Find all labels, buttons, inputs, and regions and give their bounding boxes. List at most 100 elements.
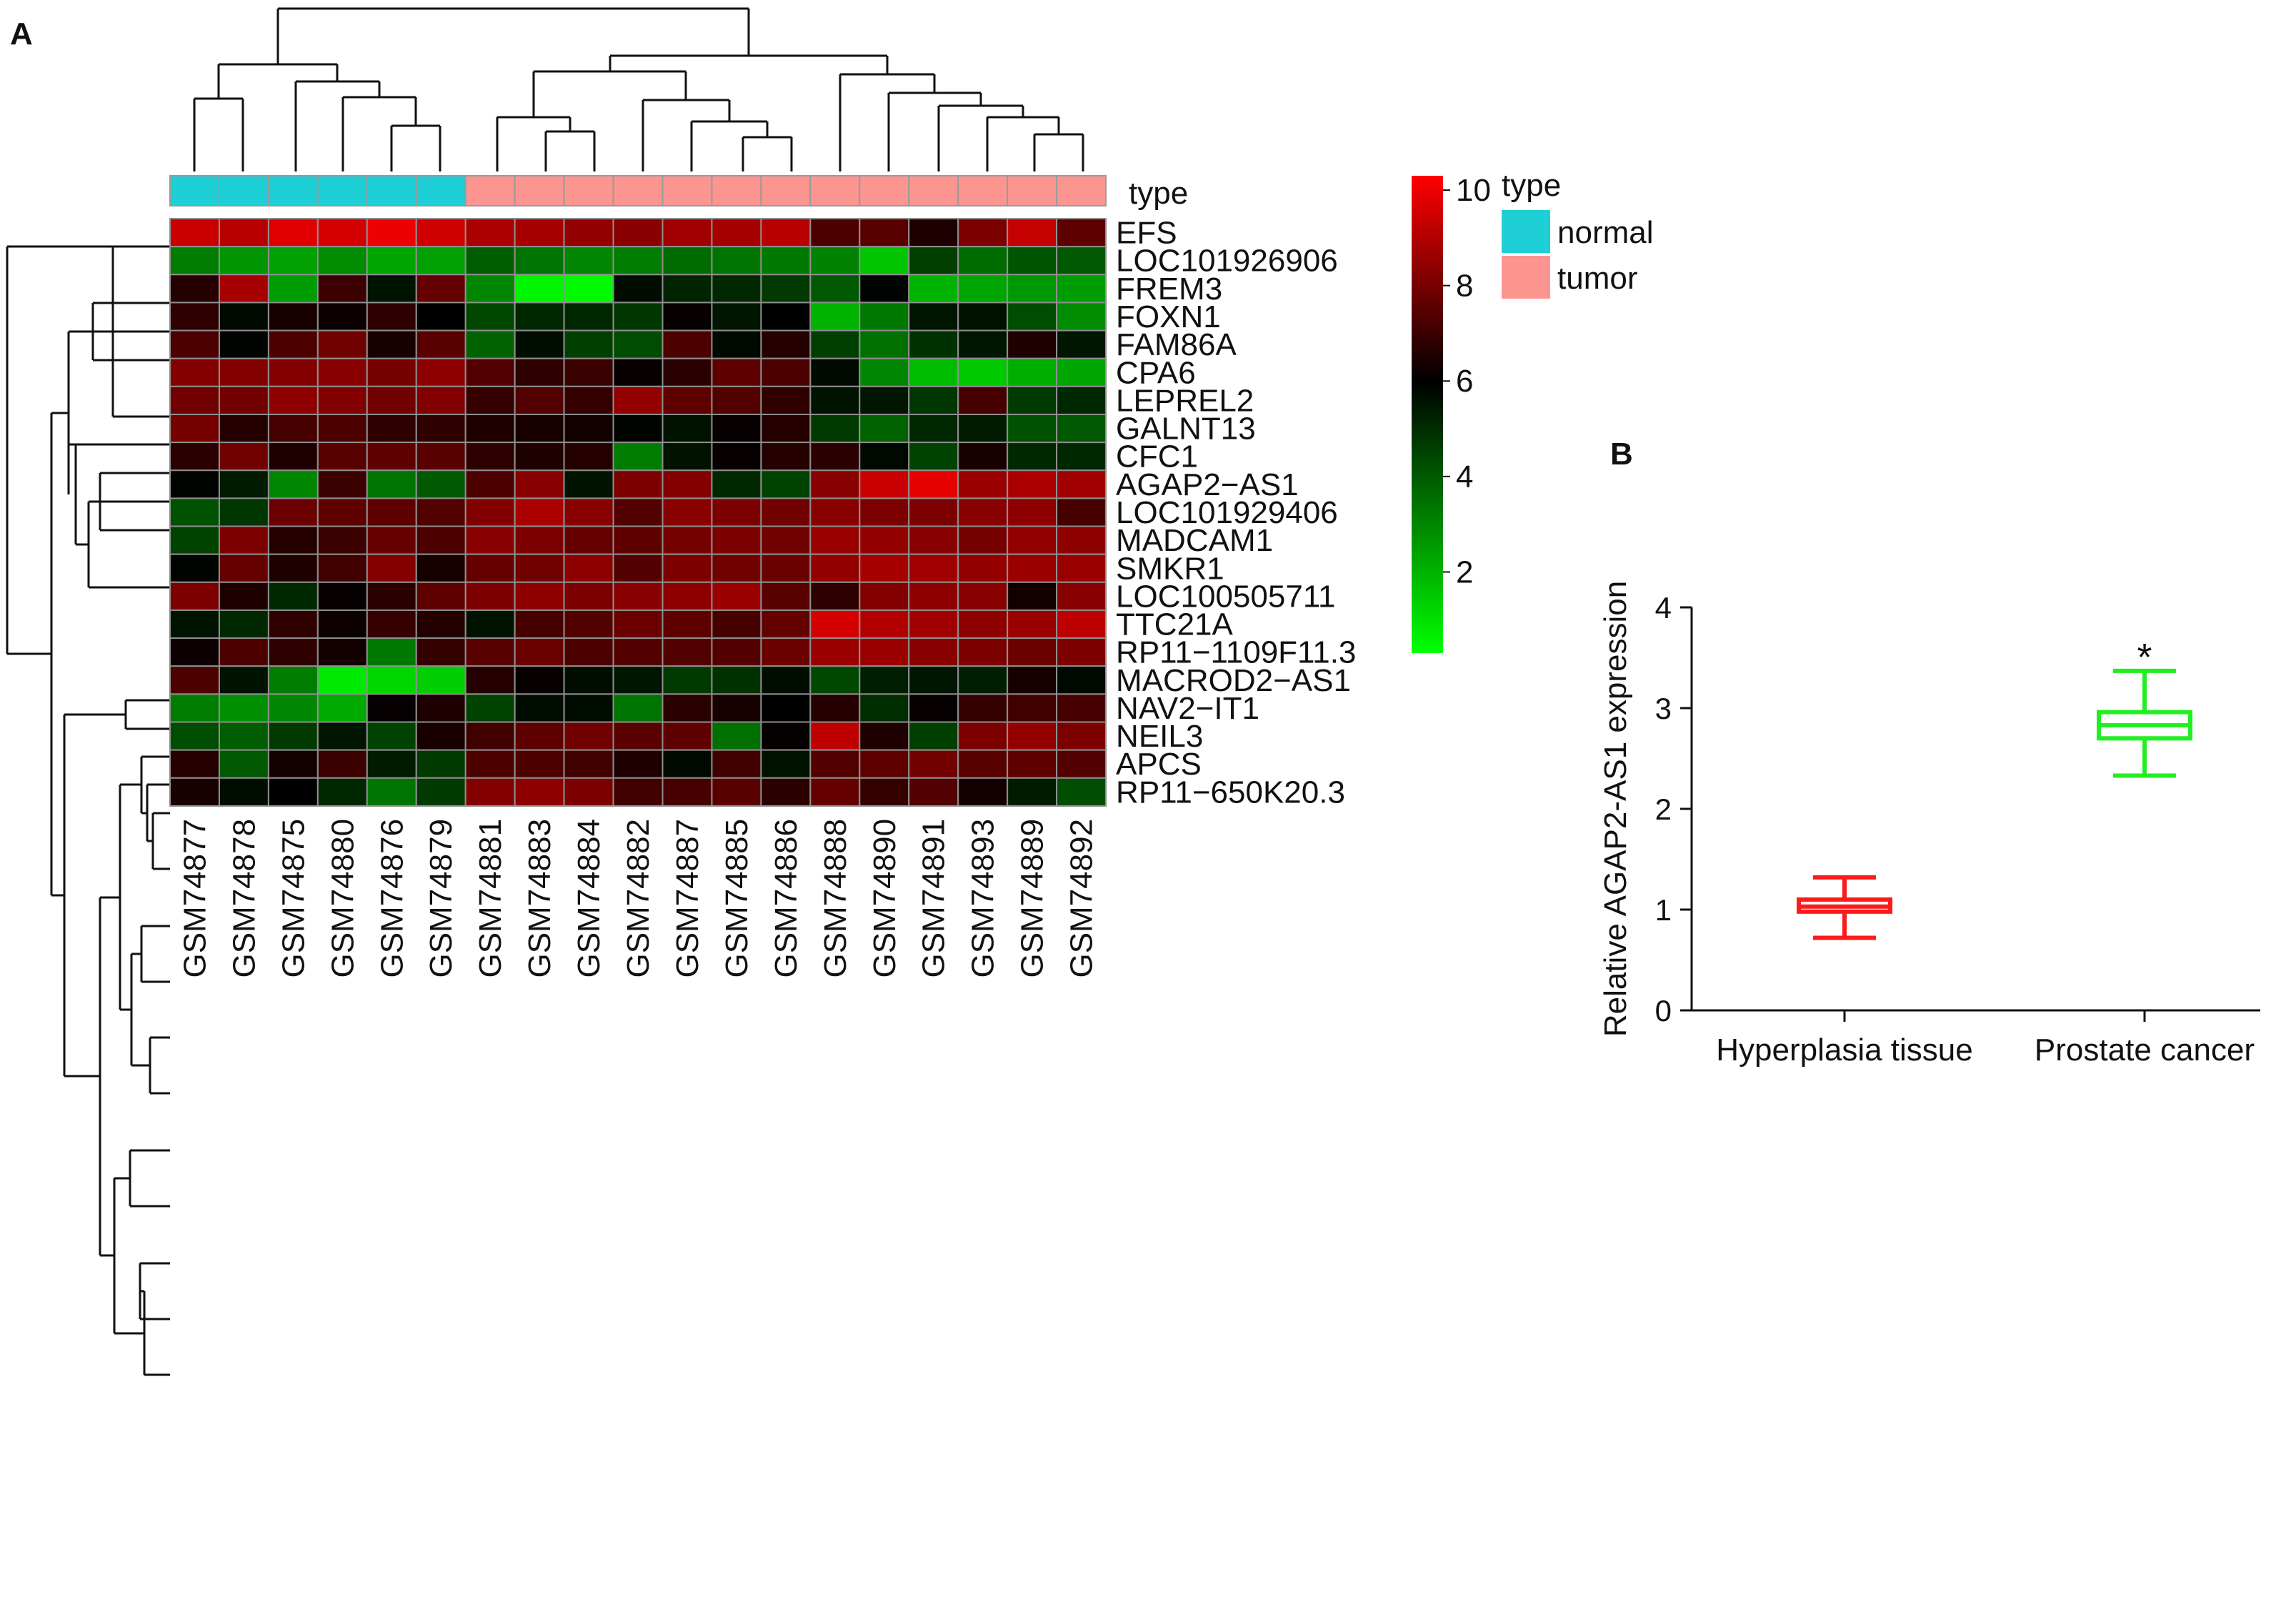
annotation-cell-gsm74881	[464, 175, 516, 207]
annotation-cell-gsm74885	[711, 175, 762, 207]
heatmap-cell-smkr1-gsm74883	[514, 553, 565, 583]
annotation-cell-gsm74875	[267, 175, 319, 207]
heatmap-cell-rp11-1109f11-3-gsm74878	[218, 637, 269, 667]
heatmap-cell-frem3-gsm74887	[662, 274, 713, 304]
heatmap-cell-cpa6-gsm74891	[908, 357, 959, 387]
heatmap-border	[169, 218, 1107, 807]
heatmap-cell-frem3-gsm74878	[218, 274, 269, 304]
heatmap-cell-cpa6-gsm74889	[1007, 357, 1058, 387]
heatmap-cell-loc101929406-gsm74875	[267, 497, 319, 527]
panel-a-letter: A	[10, 16, 33, 51]
heatmap-cell-leprel2-gsm74880	[316, 385, 368, 415]
heatmap-cell-loc100505711-gsm74883	[514, 581, 565, 611]
heatmap-cell-galnt13-gsm74890	[859, 413, 910, 444]
sample-label-gsm74884: GSM74884	[571, 819, 607, 978]
significance-asterisk: *	[2137, 636, 2152, 679]
heatmap-cell-cfc1-gsm74880	[316, 442, 368, 472]
heatmap-cell-loc101926906-gsm74879	[415, 246, 466, 276]
heatmap-cell-rp11-650k20-3-gsm74892	[1056, 777, 1107, 807]
heatmap-cell-agap2-as1-gsm74883	[514, 469, 565, 499]
heatmap-cell-frem3-gsm74883	[514, 274, 565, 304]
heatmap-cell-nav2-it1-gsm74876	[366, 693, 417, 723]
heatmap-cell-rp11-650k20-3-gsm74886	[760, 777, 812, 807]
heatmap-cell-agap2-as1-gsm74893	[957, 469, 1009, 499]
heatmap-cell-cfc1-gsm74884	[563, 442, 614, 472]
heatmap-cell-galnt13-gsm74893	[957, 413, 1009, 444]
heatmap-cell-smkr1-gsm74876	[366, 553, 417, 583]
heatmap-cell-loc101926906-gsm74887	[662, 246, 713, 276]
heatmap-cell-rp11-650k20-3-gsm74883	[514, 777, 565, 807]
panel-b-letter: B	[1610, 437, 1633, 472]
sample-label-gsm74875: GSM74875	[276, 819, 311, 978]
heatmap-cell-agap2-as1-gsm74882	[612, 469, 664, 499]
heatmap-cell-agap2-as1-gsm74876	[366, 469, 417, 499]
heatmap-cell-foxn1-gsm74875	[267, 302, 319, 332]
heatmap-cell-loc101929406-gsm74886	[760, 497, 812, 527]
heatmap-cell-agap2-as1-gsm74880	[316, 469, 368, 499]
heatmap-cell-loc101929406-gsm74891	[908, 497, 959, 527]
sample-labels: GSM74877 GSM74878 GSM74875 GSM74880 GSM74876…	[177, 819, 1099, 978]
heatmap-cell-apcs-gsm74877	[169, 749, 220, 779]
heatmap-cell-foxn1-gsm74889	[1007, 302, 1058, 332]
heatmap-cell-galnt13-gsm74879	[415, 413, 466, 444]
heatmap-cell-efs-gsm74893	[957, 218, 1009, 248]
heatmap-cell-nav2-it1-gsm74878	[218, 693, 269, 723]
heatmap-cell-cfc1-gsm74879	[415, 442, 466, 472]
heatmap-cell-galnt13-gsm74886	[760, 413, 812, 444]
heatmap-cell-madcam1-gsm74880	[316, 525, 368, 555]
heatmap-cell-loc101929406-gsm74879	[415, 497, 466, 527]
sample-label-gsm74882: GSM74882	[621, 819, 656, 978]
heatmap-cell-apcs-gsm74880	[316, 749, 368, 779]
heatmap-cell-loc101926906-gsm74883	[514, 246, 565, 276]
heatmap-cell-galnt13-gsm74889	[1007, 413, 1058, 444]
annotation-cell-gsm74893	[957, 175, 1009, 207]
heatmap-cell-leprel2-gsm74886	[760, 385, 812, 415]
heatmap-cell-nav2-it1-gsm74889	[1007, 693, 1058, 723]
heatmap-cell-rp11-1109f11-3-gsm74885	[711, 637, 762, 667]
gene-label-ttc21a: TTC21A	[1116, 607, 1233, 642]
heatmap-cell-macrod2-as1-gsm74875	[267, 665, 319, 695]
heatmap-cell-ttc21a-gsm74889	[1007, 609, 1058, 640]
heatmap-cell-loc101929406-gsm74888	[809, 497, 861, 527]
heatmap-cell-loc100505711-gsm74891	[908, 581, 959, 611]
sample-label-gsm74892: GSM74892	[1064, 819, 1099, 978]
gene-label-nav2-it1: NAV2−IT1	[1116, 691, 1259, 726]
heatmap-cell-loc101929406-gsm74880	[316, 497, 368, 527]
heatmap-cell-apcs-gsm74893	[957, 749, 1009, 779]
heatmap-cell-apcs-gsm74891	[908, 749, 959, 779]
gene-label-apcs: APCS	[1116, 747, 1202, 782]
heatmap-cell-leprel2-gsm74881	[464, 385, 516, 415]
color-scale-tick-label-8: 8	[1456, 269, 1473, 304]
heatmap-cell-rp11-1109f11-3-gsm74890	[859, 637, 910, 667]
heatmap-cell-macrod2-as1-gsm74890	[859, 665, 910, 695]
gene-label-foxn1: FOXN1	[1116, 299, 1221, 334]
heatmap-cell-macrod2-as1-gsm74880	[316, 665, 368, 695]
heatmap-cell-frem3-gsm74882	[612, 274, 664, 304]
heatmap-cell-efs-gsm74892	[1056, 218, 1107, 248]
gene-label-loc101926906: LOC101926906	[1116, 244, 1338, 279]
heatmap-cell-macrod2-as1-gsm74881	[464, 665, 516, 695]
heatmap-cell-cfc1-gsm74877	[169, 442, 220, 472]
heatmap-cell-rp11-650k20-3-gsm74875	[267, 777, 319, 807]
heatmap-cell-loc101929406-gsm74887	[662, 497, 713, 527]
heatmap-cell-leprel2-gsm74879	[415, 385, 466, 415]
heatmap-cell-efs-gsm74884	[563, 218, 614, 248]
heatmap-cell-rp11-1109f11-3-gsm74886	[760, 637, 812, 667]
heatmap-cell-agap2-as1-gsm74892	[1056, 469, 1107, 499]
type-annotation-bar	[169, 175, 1107, 207]
heatmap-cell-rp11-650k20-3-gsm74876	[366, 777, 417, 807]
x-tick-label-hyperplasia-tissue: Hyperplasia tissue	[1716, 1033, 1973, 1068]
heatmap-cell-galnt13-gsm74877	[169, 413, 220, 444]
heatmap-cell-loc101926906-gsm74877	[169, 246, 220, 276]
heatmap-cell-loc101929406-gsm74884	[563, 497, 614, 527]
heatmap-cell-rp11-650k20-3-gsm74891	[908, 777, 959, 807]
heatmap-cell-neil3-gsm74888	[809, 721, 861, 751]
color-scale-tick-label-6: 6	[1456, 364, 1473, 399]
heatmap-cell-foxn1-gsm74882	[612, 302, 664, 332]
sample-label-gsm74877: GSM74877	[177, 819, 212, 978]
sample-label-gsm74891: GSM74891	[917, 819, 952, 978]
heatmap-cell-rp11-1109f11-3-gsm74875	[267, 637, 319, 667]
gene-label-loc101929406: LOC101929406	[1116, 495, 1338, 530]
heatmap-cell-frem3-gsm74889	[1007, 274, 1058, 304]
heatmap-cell-leprel2-gsm74884	[563, 385, 614, 415]
